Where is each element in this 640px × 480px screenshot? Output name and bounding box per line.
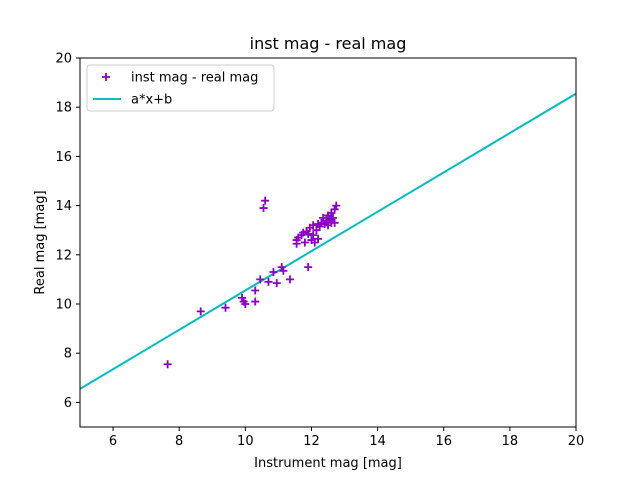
chart-title: inst mag - real mag bbox=[250, 34, 407, 53]
data-point bbox=[309, 221, 318, 230]
y-tick-label: 6 bbox=[64, 396, 72, 411]
x-tick-label: 6 bbox=[109, 434, 117, 449]
x-tick-label: 12 bbox=[303, 434, 320, 449]
x-tick-label: 16 bbox=[435, 434, 452, 449]
legend-label: inst mag - real mag bbox=[131, 71, 258, 86]
plot-area bbox=[80, 92, 576, 390]
y-tick-label: 10 bbox=[55, 298, 72, 313]
data-point bbox=[264, 277, 273, 286]
axis-ticks: 6 8 10 12 14 16 18 20 6 8 10 12 14 16 18 20 bbox=[55, 52, 584, 450]
y-tick-label: 8 bbox=[64, 347, 72, 362]
x-tick-label: 14 bbox=[369, 434, 386, 449]
data-point bbox=[314, 234, 323, 243]
data-point bbox=[259, 204, 268, 213]
data-point bbox=[269, 268, 278, 277]
data-point bbox=[285, 275, 294, 284]
fit-line bbox=[80, 92, 576, 390]
y-axis-label: Real mag [mag] bbox=[33, 190, 48, 294]
data-point bbox=[328, 213, 337, 222]
data-point bbox=[238, 293, 247, 302]
x-tick-label: 8 bbox=[175, 434, 183, 449]
x-tick-label: 18 bbox=[502, 434, 519, 449]
data-point bbox=[330, 205, 339, 214]
y-tick-label: 18 bbox=[55, 101, 72, 116]
legend-label: a*x+b bbox=[131, 93, 172, 108]
data-point bbox=[332, 201, 341, 210]
data-point bbox=[196, 307, 205, 316]
data-point bbox=[330, 218, 339, 227]
data-point bbox=[304, 263, 313, 272]
legend: inst mag - real mag a*x+b bbox=[86, 64, 275, 112]
data-point bbox=[261, 196, 270, 205]
data-point bbox=[251, 286, 260, 295]
data-point bbox=[163, 360, 172, 369]
y-tick-label: 14 bbox=[55, 199, 72, 214]
y-tick-label: 20 bbox=[55, 52, 72, 67]
data-point bbox=[221, 303, 230, 312]
axes-frame bbox=[79, 57, 577, 428]
data-point bbox=[300, 238, 309, 247]
x-tick-label: 10 bbox=[237, 434, 254, 449]
data-point bbox=[272, 279, 281, 288]
y-tick-label: 16 bbox=[55, 150, 72, 165]
data-point bbox=[304, 229, 313, 238]
y-tick-label: 12 bbox=[55, 248, 72, 263]
data-point bbox=[309, 231, 318, 240]
legend-box bbox=[86, 64, 275, 112]
data-point bbox=[277, 263, 286, 272]
x-axis-label: Instrument mag [mag] bbox=[254, 456, 402, 471]
data-point bbox=[279, 266, 288, 275]
x-tick-label: 20 bbox=[568, 434, 585, 449]
legend-marker-scatter bbox=[102, 73, 110, 81]
data-point bbox=[251, 297, 260, 306]
data-point bbox=[256, 275, 265, 284]
data-point bbox=[241, 300, 250, 308]
data-point bbox=[315, 222, 324, 231]
